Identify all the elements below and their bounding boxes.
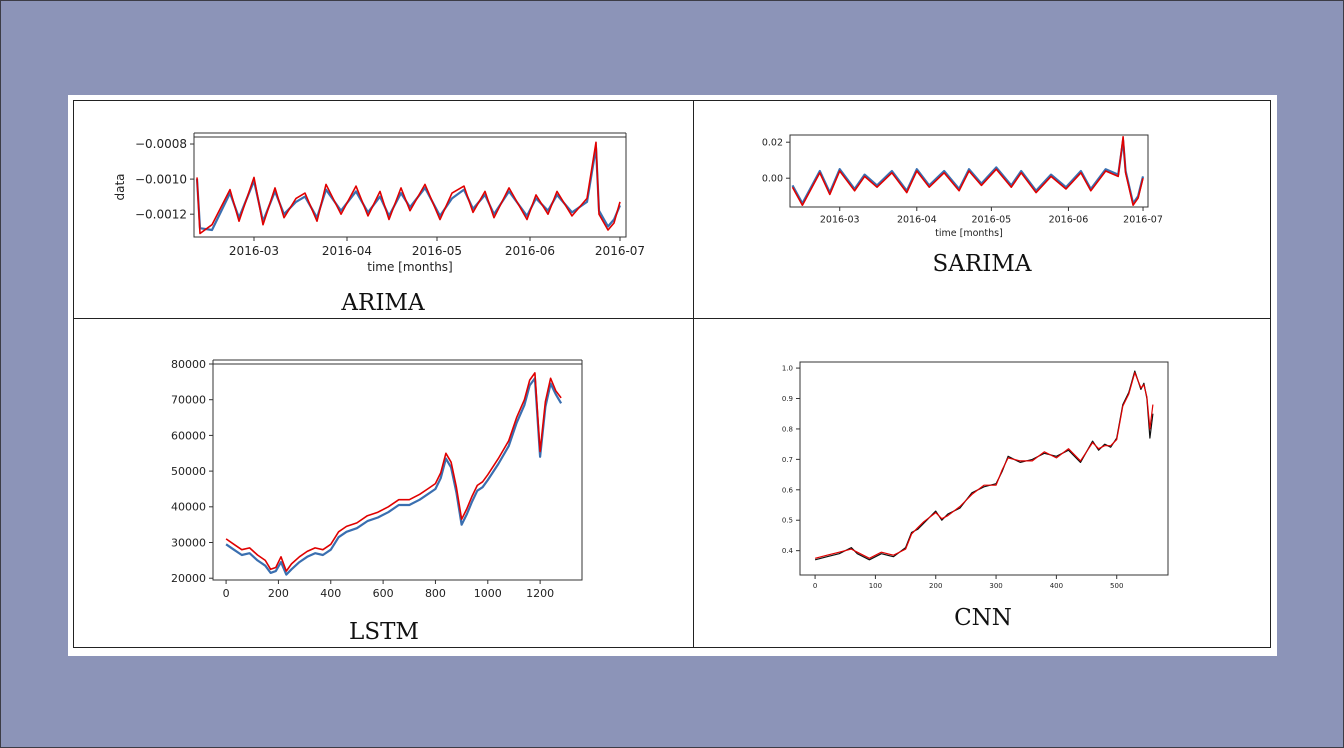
y-axis-label-arima: data	[113, 173, 127, 200]
y-tick-label-cnn: 0.9	[782, 395, 793, 403]
y-tick-label-lstm: 70000	[171, 394, 206, 407]
series-line-sarima-2	[791, 136, 1144, 206]
x-tick-label-arima: 2016-04	[322, 244, 372, 258]
x-tick-label-sarima: 2016-05	[972, 215, 1012, 226]
caption-arima: ARIMA	[341, 290, 425, 316]
x-tick-label-arima: 2016-06	[505, 244, 555, 258]
plot-frame-cnn	[799, 361, 1169, 576]
y-tick-label-lstm: 40000	[171, 501, 206, 514]
y-tick-label-arima: −0.0012	[135, 207, 187, 221]
x-tick-label-lstm: 1200	[526, 587, 554, 600]
y-tick-label-lstm: 20000	[171, 572, 206, 585]
y-tick-label-sarima: 0.00	[762, 174, 783, 185]
y-tick-label-cnn: 0.6	[782, 486, 794, 494]
x-tick-label-lstm: 1000	[474, 587, 502, 600]
x-tick-label-lstm: 0	[223, 587, 230, 600]
x-tick-label-arima: 2016-05	[412, 244, 462, 258]
y-tick-label-lstm: 50000	[171, 465, 206, 478]
series-line-lstm-1	[225, 377, 563, 576]
y-tick-label-cnn: 0.4	[782, 547, 794, 555]
grid-divider-vertical	[693, 100, 694, 648]
chart-sarima: 2016-03 2016-04 2016-05 2016-06 2016-07 0.02 0…	[762, 134, 1163, 239]
x-tick-label-arima: 2016-03	[229, 244, 279, 258]
grid-divider-horizontal	[73, 318, 1271, 319]
series-line-cnn-2	[814, 372, 1154, 559]
caption-lstm: LSTM	[349, 619, 419, 645]
x-tick-label-sarima: 2016-04	[897, 215, 937, 226]
figure-grid	[73, 100, 1271, 648]
y-tick-label-cnn: 1.0	[782, 365, 793, 373]
x-tick-label-cnn: 500	[1110, 582, 1123, 590]
x-tick-label-cnn: 0	[813, 582, 817, 590]
x-tick-label-lstm: 200	[268, 587, 289, 600]
chart-lstm: 0 200 400 600 800 1000 1200 20000 30000 40000 5000…	[171, 358, 583, 600]
x-axis-label-sarima: time [months]	[935, 228, 1003, 239]
y-tick-label-cnn: 0.7	[782, 456, 793, 464]
y-tick-label-arima: −0.0010	[135, 172, 187, 186]
series-line-arima-2	[196, 141, 621, 235]
y-tick-label-lstm: 60000	[171, 429, 206, 442]
x-tick-label-cnn: 100	[869, 582, 882, 590]
plot-frame-arima	[193, 136, 627, 238]
y-tick-label-cnn: 0.8	[782, 425, 793, 433]
x-tick-label-cnn: 300	[989, 582, 1002, 590]
x-axis-label-arima: time [months]	[367, 260, 453, 274]
series-line-lstm-2	[225, 372, 562, 572]
x-tick-label-sarima: 2016-03	[820, 215, 860, 226]
x-tick-label-lstm: 800	[425, 587, 446, 600]
x-tick-label-lstm: 400	[320, 587, 341, 600]
caption-cnn: CNN	[954, 605, 1012, 631]
y-tick-label-lstm: 80000	[171, 358, 206, 371]
plot-frame-lstm	[212, 363, 583, 581]
y-tick-label-lstm: 30000	[171, 536, 206, 549]
y-tick-label-arima: −0.0008	[135, 137, 187, 151]
x-tick-label-sarima: 2016-06	[1049, 215, 1089, 226]
y-tick-label-cnn: 0.5	[782, 517, 793, 525]
x-tick-label-sarima: 2016-07	[1123, 215, 1163, 226]
chart-arima: 2016-03 2016-04 2016-05 2016-06 2016-07 −0.00…	[113, 132, 645, 274]
x-tick-label-cnn: 400	[1050, 582, 1063, 590]
x-tick-label-lstm: 600	[373, 587, 394, 600]
x-tick-label-arima: 2016-07	[595, 244, 645, 258]
y-tick-label-sarima: 0.02	[762, 138, 783, 149]
x-tick-label-cnn: 200	[929, 582, 942, 590]
caption-sarima: SARIMA	[932, 251, 1032, 277]
chart-cnn: 0 100 200 300 400 500 0.4 0.5 0.6 0.7 0.8 0.9 1.0	[782, 361, 1169, 590]
